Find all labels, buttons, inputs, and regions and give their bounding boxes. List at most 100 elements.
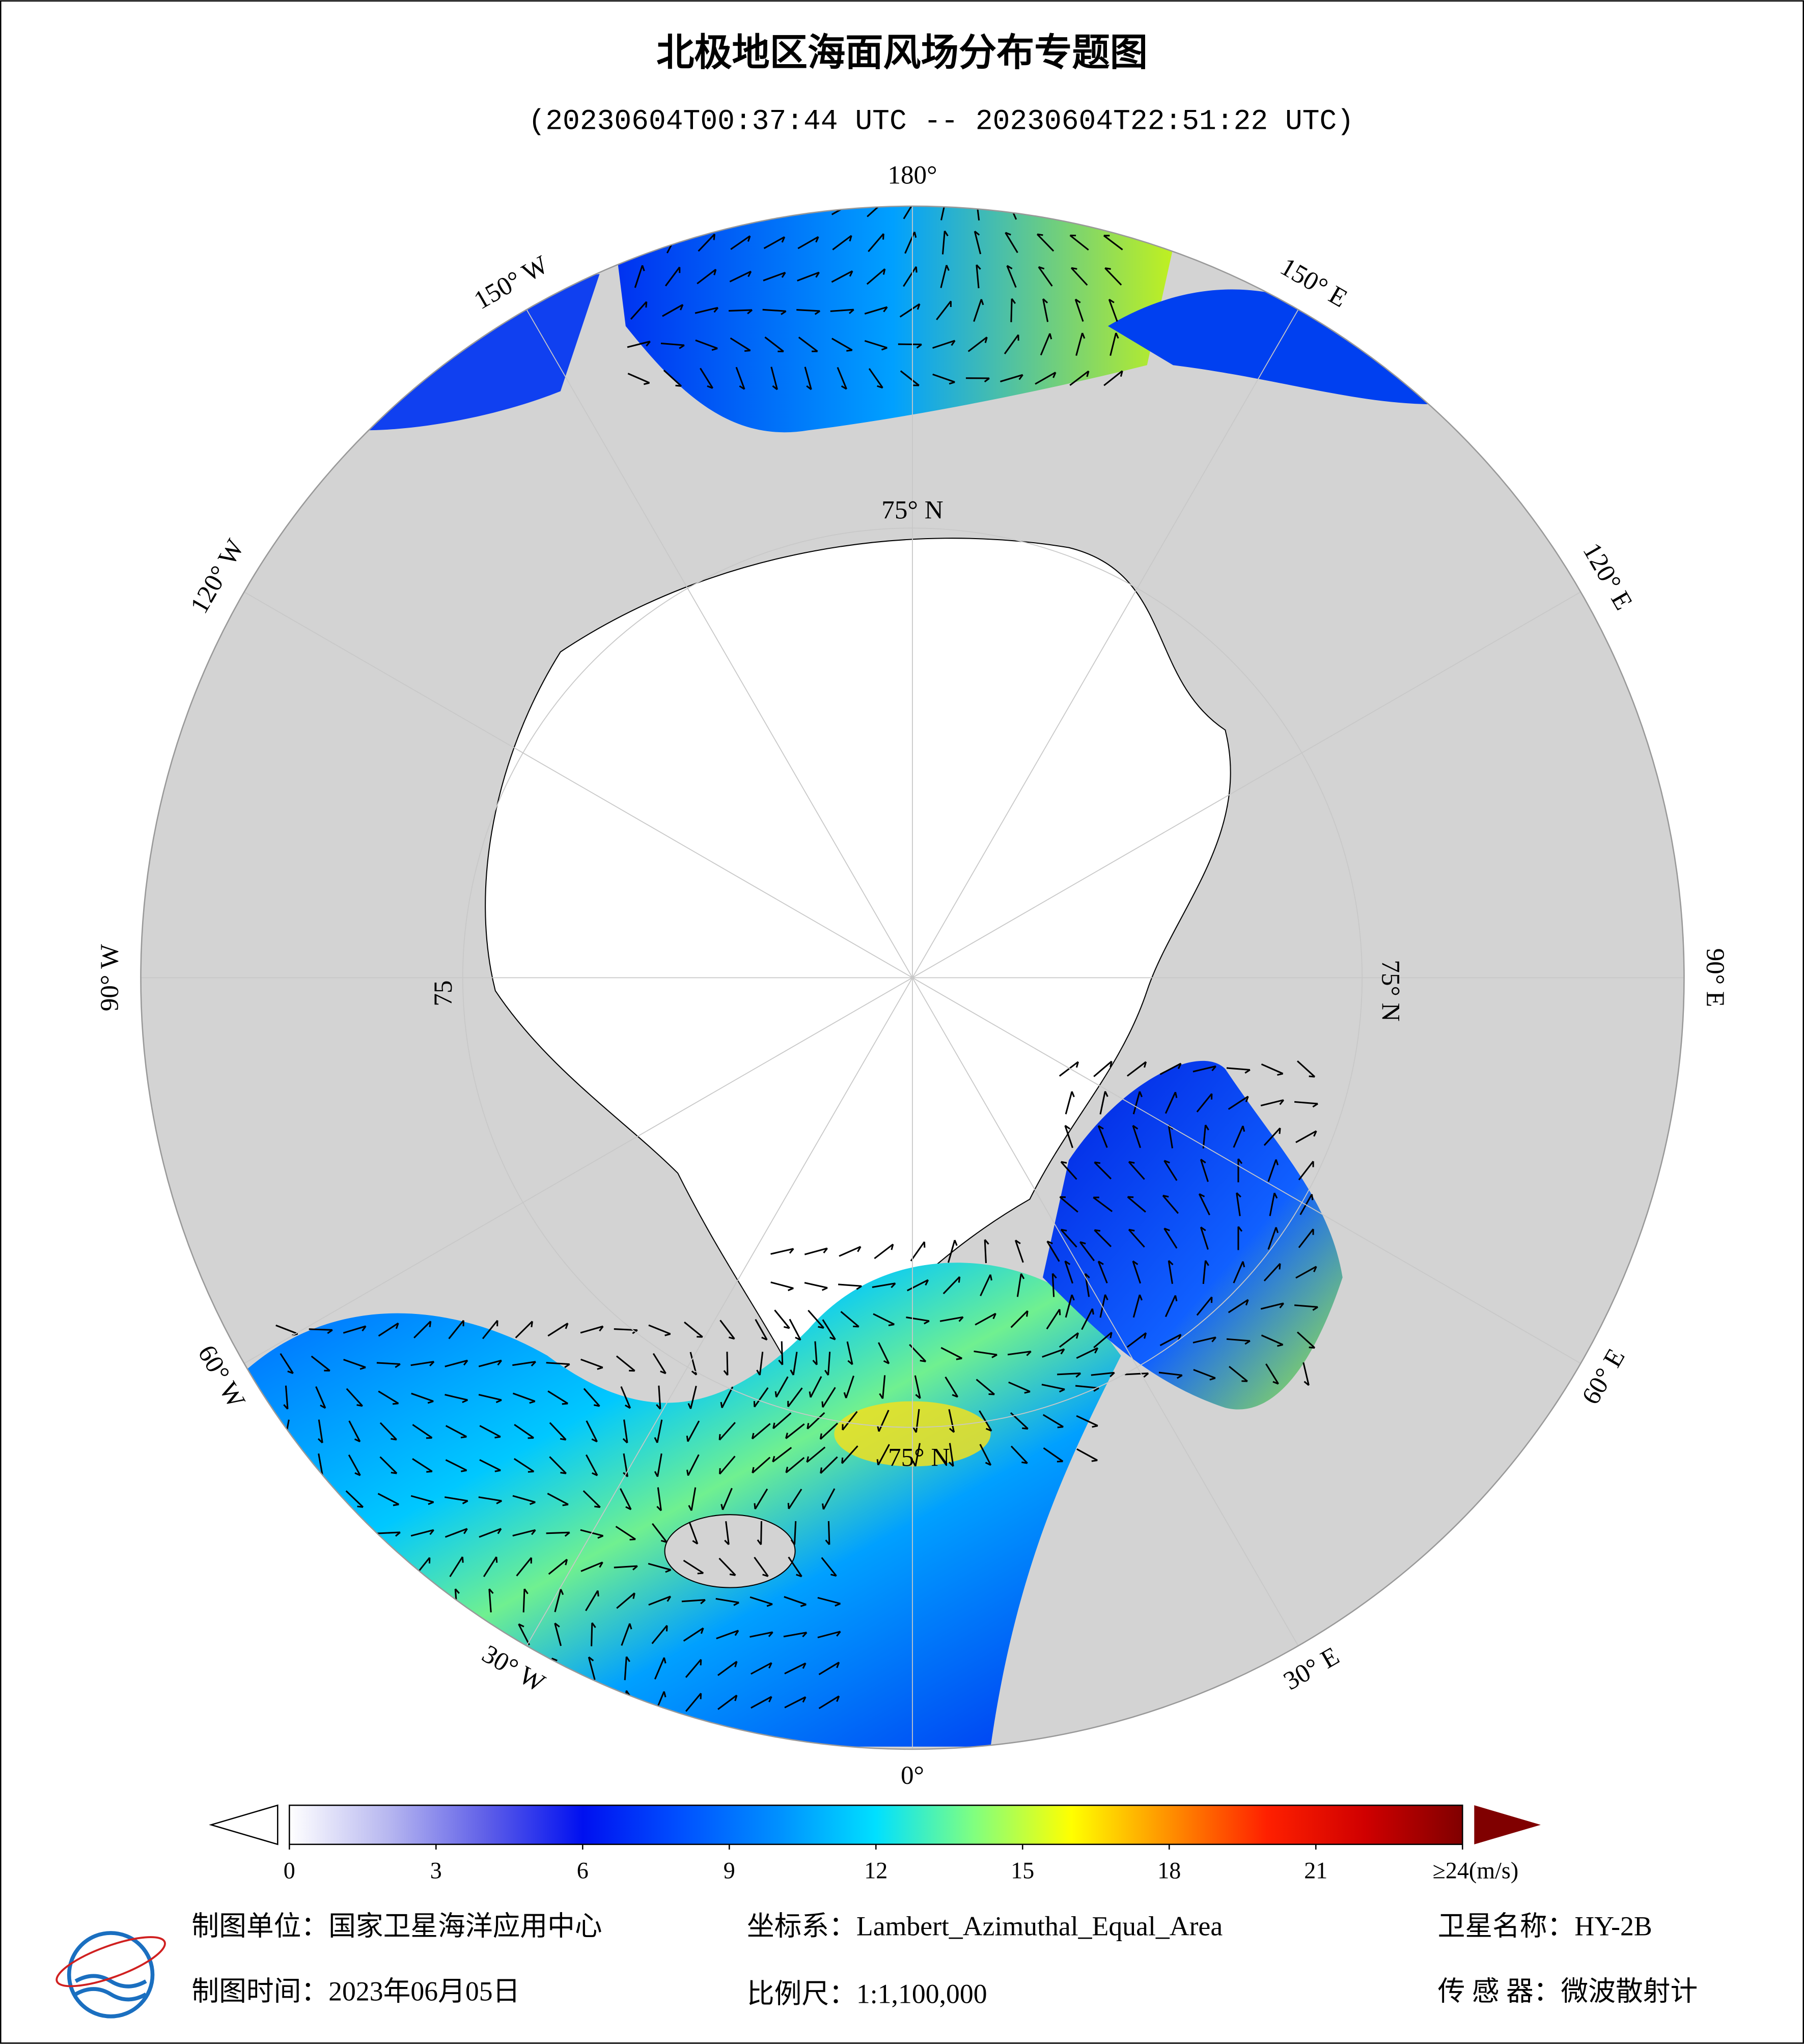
wind-arrow [1163, 1160, 1178, 1181]
wind-arrow [1051, 1273, 1057, 1297]
wind-arrow [941, 230, 949, 255]
wind-arrow [547, 1390, 569, 1405]
wind-arrow [831, 338, 853, 352]
wind-arrow [904, 231, 917, 254]
wind-arrow [377, 1493, 400, 1506]
wind-arrow [1159, 1062, 1182, 1075]
wind-arrow [797, 271, 820, 282]
wind-arrow [1229, 1366, 1248, 1382]
wind-arrow [868, 233, 884, 253]
wind-arrow [582, 1490, 601, 1508]
wind-arrow [832, 235, 852, 250]
wind-arrow [586, 1420, 598, 1443]
wind-arrow [942, 1276, 961, 1295]
wind-arrow [547, 1322, 569, 1337]
wind-arrow [1097, 1261, 1108, 1283]
wind-arrow [903, 206, 918, 219]
wind-arrow [1099, 1091, 1108, 1115]
wind-arrow [512, 1392, 536, 1404]
wind-arrow [1059, 1061, 1079, 1077]
wind-arrow [751, 1696, 772, 1709]
footer-scale: 比例尺：1:1,100,000 [747, 1979, 987, 2009]
wind-arrow [479, 1528, 502, 1538]
wind-arrow [940, 206, 950, 220]
wind-arrow [770, 1248, 794, 1255]
wind-arrow [756, 1352, 764, 1376]
wind-arrow [689, 1352, 698, 1376]
wind-arrow [785, 1423, 805, 1439]
wind-arrow [831, 270, 853, 283]
colorbar-tick-label: 0 [284, 1858, 295, 1884]
title: 北极地区海面风场分布专题图 [656, 31, 1148, 75]
wind-arrow [1042, 298, 1049, 322]
arctic-ocean [485, 538, 1231, 1409]
wind-arrow [1036, 233, 1054, 252]
wind-arrow [1193, 1368, 1216, 1381]
wind-arrow [764, 337, 784, 352]
wind-arrow [1265, 1363, 1279, 1385]
wind-arrow [378, 1322, 399, 1337]
wind-arrow [753, 1387, 769, 1408]
colorbar-tick-label: 21 [1304, 1858, 1327, 1884]
wind-arrow [1260, 1302, 1285, 1310]
wind-arrow [1103, 235, 1123, 250]
wind-arrow [1093, 1060, 1113, 1077]
wind-arrow [843, 1375, 854, 1398]
wind-arrow [311, 1355, 330, 1372]
wind-arrow [751, 1662, 772, 1675]
colorbar-tick-label: 15 [1011, 1858, 1034, 1884]
wind-arrow [648, 1595, 672, 1606]
wind-arrow [1010, 1445, 1028, 1464]
iceland [664, 1514, 796, 1588]
wind-arrow [817, 1597, 841, 1607]
wind-arrow [624, 1656, 630, 1681]
wind-arrow [808, 1309, 824, 1329]
wind-arrow [818, 1695, 840, 1710]
wind-arrow [940, 1347, 962, 1360]
wind-arrow [1164, 1091, 1178, 1114]
wind-arrow [839, 1246, 862, 1257]
colorbar: 0 3 6 9 12 15 18 21 ≥24(m/s) [209, 1804, 1541, 1884]
wind-arrow [822, 1488, 836, 1510]
wind-arrow [512, 1361, 536, 1367]
wind-arrow [449, 1556, 464, 1577]
wind-arrow [479, 1459, 501, 1472]
wind-arrow [684, 1321, 703, 1338]
wind-arrow [1127, 1332, 1147, 1348]
wind-arrow [820, 1456, 838, 1474]
wind-arrow [790, 1352, 798, 1376]
wind-arrow [825, 1521, 830, 1546]
footer-sensor: 传 感 器：微波散射计 [1438, 1976, 1698, 2007]
wind-arrow [1008, 1381, 1031, 1394]
wind-arrow [615, 1526, 636, 1541]
wind-arrow [1226, 1067, 1251, 1074]
wind-arrow [580, 1561, 603, 1572]
wind-arrow [1006, 265, 1017, 288]
wind-arrow [445, 1528, 468, 1538]
wind-arrow [445, 1359, 468, 1367]
lon-label: 90° E [1701, 948, 1730, 1007]
lon-label: 180° [887, 160, 937, 189]
wind-arrow [1040, 333, 1052, 356]
wind-arrow [841, 1445, 858, 1464]
wind-arrow [1079, 1241, 1095, 1262]
wind-arrow [1298, 1228, 1314, 1248]
wind-arrow [757, 1521, 762, 1545]
wind-arrow [1192, 1336, 1217, 1343]
wind-arrow [1076, 1347, 1099, 1359]
wind-arrow [662, 304, 684, 317]
wind-arrow [412, 1458, 433, 1473]
wind-arrow [979, 1410, 992, 1432]
wind-arrow [1132, 1294, 1143, 1318]
footer-unit: 制图单位：国家卫星海洋应用中心 [191, 1911, 602, 1942]
wind-arrow [818, 1662, 840, 1675]
wind-arrow [864, 340, 887, 351]
wind-arrow [516, 1557, 533, 1577]
wind-arrow [774, 1376, 789, 1398]
wind-arrow [681, 1599, 706, 1605]
wind-arrow [1233, 1261, 1245, 1283]
wind-arrow [1261, 1334, 1284, 1347]
colorbar-over [1474, 1805, 1541, 1844]
wind-arrow [654, 1419, 663, 1443]
